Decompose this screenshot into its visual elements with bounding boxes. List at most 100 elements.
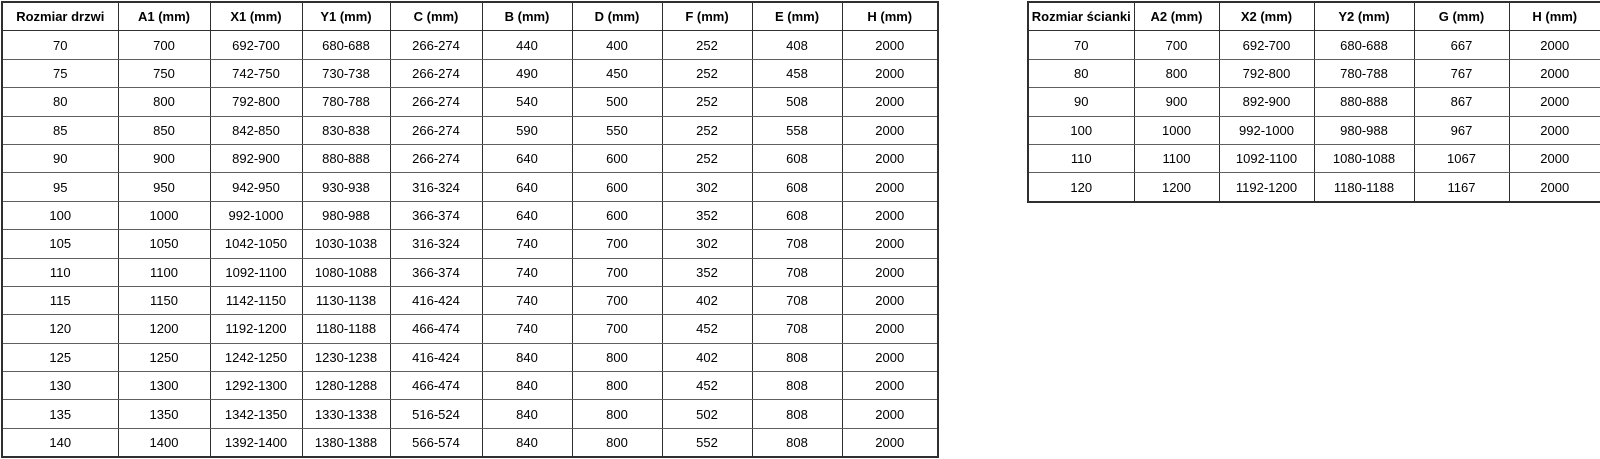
table-cell: 608: [751, 143, 843, 174]
table-row: 80 800 792-800 780-788 266-274 540 500 252 508 20…: [1, 87, 939, 117]
table-cell: 1167: [1413, 172, 1510, 203]
table-row: 115 1150 1142-1150 1130-1138 416-424 740 700 40…: [1, 285, 939, 316]
table-cell: 352: [661, 257, 753, 287]
table-cell: 458: [751, 58, 843, 89]
table-cell: 266-274: [389, 87, 483, 117]
table-cell: 140: [1, 427, 119, 458]
table-cell: 640: [481, 172, 573, 202]
table-cell: 70: [1027, 30, 1135, 60]
side-panel-dimensions-table: Rozmiar ścianki A2 (mm) X2 (mm) Y2 (mm) G (m…: [1027, 1, 1600, 203]
table-row: 70 700 692-700 680-688 667 2000: [1027, 30, 1600, 60]
column-header: Rozmiar drzwi: [1, 1, 119, 32]
table-cell: 516-524: [389, 399, 483, 429]
table-cell: 90: [1027, 87, 1135, 117]
table-cell: 1050: [117, 229, 211, 259]
table-cell: 70: [1, 30, 119, 60]
table-cell: 466-474: [389, 371, 483, 401]
table-cell: 740: [481, 257, 573, 287]
table-cell: 125: [1, 342, 119, 373]
table-cell: 2000: [1508, 87, 1600, 117]
table-cell: 75: [1, 58, 119, 89]
table-cell: 500: [571, 87, 663, 117]
column-header: C (mm): [389, 1, 483, 32]
table-cell: 1192-1200: [209, 314, 303, 344]
table-cell: 792-800: [1218, 58, 1315, 89]
table-cell: 992-1000: [209, 200, 303, 231]
table-cell: 700: [117, 30, 211, 60]
table-cell: 1000: [1133, 115, 1220, 145]
table-cell: 980-988: [301, 200, 391, 231]
table-cell: 892-900: [1218, 87, 1315, 117]
table-cell: 608: [751, 200, 843, 231]
table-cell: 466-474: [389, 314, 483, 344]
table-cell: 708: [751, 257, 843, 287]
column-header: B (mm): [481, 1, 573, 32]
table-cell: 120: [1, 314, 119, 344]
table-cell: 1130-1138: [301, 285, 391, 316]
table-cell: 708: [751, 229, 843, 259]
table-cell: 692-700: [209, 30, 303, 60]
table-cell: 1192-1200: [1218, 172, 1315, 203]
table-cell: 750: [117, 58, 211, 89]
column-header: F (mm): [661, 1, 753, 32]
table-cell: 1150: [117, 285, 211, 316]
table-cell: 2000: [841, 87, 939, 117]
table-cell: 1392-1400: [209, 427, 303, 458]
table-cell: 600: [571, 172, 663, 202]
table-cell: 1030-1038: [301, 229, 391, 259]
table-cell: 980-988: [1313, 115, 1415, 145]
table-cell: 1200: [117, 314, 211, 344]
table-cell: 640: [481, 143, 573, 174]
table-cell: 302: [661, 229, 753, 259]
table-cell: 2000: [1508, 115, 1600, 145]
table-cell: 667: [1413, 30, 1510, 60]
table-row: 90 900 892-900 880-888 266-274 640 600 252 608 20…: [1, 143, 939, 174]
table-cell: 2000: [841, 30, 939, 60]
table-cell: 780-788: [1313, 58, 1415, 89]
table-cell: 880-888: [301, 143, 391, 174]
table-row: 80 800 792-800 780-788 767 2000: [1027, 58, 1600, 89]
table-cell: 808: [751, 399, 843, 429]
table-row: 110 1100 1092-1100 1080-1088 366-374 740 700 35…: [1, 257, 939, 287]
column-header: H (mm): [841, 1, 939, 32]
table-cell: 80: [1, 87, 119, 117]
table-cell: 950: [117, 172, 211, 202]
table-row: 100 1000 992-1000 980-988 366-374 640 600 352 60…: [1, 200, 939, 231]
table-cell: 840: [481, 399, 573, 429]
table-cell: 2000: [841, 172, 939, 202]
column-header: A1 (mm): [117, 1, 211, 32]
table-row: 120 1200 1192-1200 1180-1188 466-474 740 700 45…: [1, 314, 939, 344]
table-cell: 1080-1088: [1313, 143, 1415, 174]
column-header: A2 (mm): [1133, 1, 1220, 32]
table-cell: 100: [1027, 115, 1135, 145]
table-cell: 115: [1, 285, 119, 316]
table-cell: 135: [1, 399, 119, 429]
table-cell: 1400: [117, 427, 211, 458]
table-cell: 2000: [841, 342, 939, 373]
table-row: 140 1400 1392-1400 1380-1388 566-574 840 800 55…: [1, 427, 939, 458]
table-cell: 2000: [841, 200, 939, 231]
table-cell: 900: [117, 143, 211, 174]
table-row: 120 1200 1192-1200 1180-1188 1167 2000: [1027, 172, 1600, 203]
table-cell: 2000: [841, 314, 939, 344]
column-header: D (mm): [571, 1, 663, 32]
table-cell: 130: [1, 371, 119, 401]
door-dimensions-table: Rozmiar drzwi A1 (mm) X1 (mm) Y1 (mm) C (mm)…: [1, 1, 939, 459]
table-cell: 2000: [841, 58, 939, 89]
table-cell: 2000: [841, 257, 939, 287]
table-cell: 110: [1027, 143, 1135, 174]
table-cell: 1180-1188: [301, 314, 391, 344]
table-cell: 1380-1388: [301, 427, 391, 458]
table-cell: 252: [661, 115, 753, 145]
table-row: 110 1100 1092-1100 1080-1088 1067 2000: [1027, 143, 1600, 174]
table-row: 85 850 842-850 830-838 266-274 590 550 252 558 20…: [1, 115, 939, 145]
table-cell: 2000: [841, 115, 939, 145]
table-cell: 708: [751, 314, 843, 344]
table-cell: 808: [751, 342, 843, 373]
table-cell: 792-800: [209, 87, 303, 117]
table-row: 130 1300 1292-1300 1280-1288 466-474 840 800 45…: [1, 371, 939, 401]
table-cell: 930-938: [301, 172, 391, 202]
table-cell: 266-274: [389, 30, 483, 60]
table-cell: 502: [661, 399, 753, 429]
table-cell: 540: [481, 87, 573, 117]
